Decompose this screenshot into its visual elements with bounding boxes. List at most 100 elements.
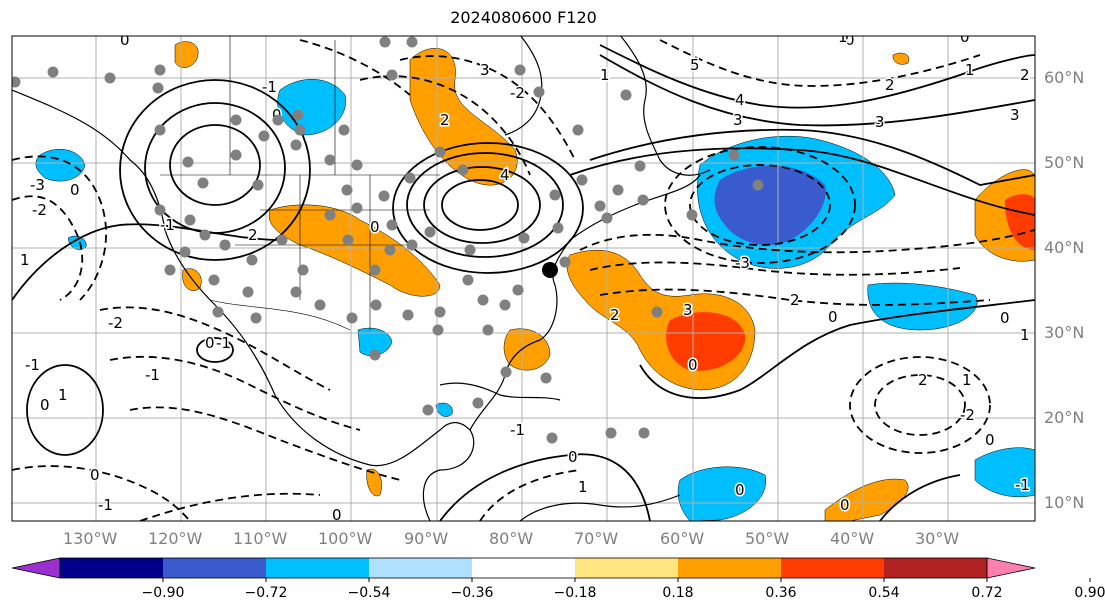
contour-label: -2 <box>510 84 525 102</box>
station-dot <box>386 69 398 81</box>
colorbar-extend-high <box>986 557 1036 579</box>
station-dot <box>182 156 194 168</box>
station-dot <box>402 309 414 321</box>
contour-label: 5 <box>690 56 700 74</box>
station-dot <box>379 36 391 48</box>
station-dot <box>464 244 476 256</box>
station-dot <box>457 164 469 176</box>
station-dot <box>518 232 530 244</box>
station-dot <box>576 174 588 186</box>
anomaly-shading <box>35 41 1035 521</box>
longitude-label: 130°W <box>63 529 118 548</box>
contour-label: 0 <box>370 218 380 236</box>
contour-label: -1 <box>160 216 175 234</box>
longitude-label: 60°W <box>660 529 705 548</box>
station-dot <box>686 209 698 221</box>
station-dot <box>559 256 571 268</box>
station-dot <box>472 397 484 409</box>
longitude-label: 30°W <box>915 529 960 548</box>
station-dot <box>252 179 264 191</box>
contour-label: 1 <box>600 66 610 84</box>
station-dot <box>230 149 242 161</box>
contour-label: -1 <box>98 496 113 514</box>
contour-label: 3 <box>1010 106 1020 124</box>
station-dot <box>154 204 166 216</box>
contour-label: 2 <box>790 291 800 309</box>
contour-label: 1 <box>1020 326 1030 344</box>
longitude-label: 90°W <box>404 529 449 548</box>
station-markers <box>12 36 764 444</box>
colorbar-segment <box>163 558 267 578</box>
latitude-label: 40°N <box>1044 238 1085 257</box>
station-dot <box>346 312 358 324</box>
station-dot <box>540 372 552 384</box>
contour-label: -1 <box>510 421 525 439</box>
contour-label: -1 <box>1015 476 1030 494</box>
station-dot <box>242 286 254 298</box>
contour-label: 0 <box>120 31 130 49</box>
station-dot <box>272 114 284 126</box>
station-dot <box>512 284 524 296</box>
station-dot <box>422 404 434 416</box>
contour-label: 3 <box>683 301 693 319</box>
contour-label: 2 <box>440 111 450 129</box>
station-dot <box>338 124 350 136</box>
station-dot <box>638 427 650 439</box>
longitude-label: 40°W <box>830 529 875 548</box>
station-dot <box>12 76 21 88</box>
contour-label: 1 <box>962 371 972 389</box>
colorbar-tick-label: 0.72 <box>971 585 1003 601</box>
contour-label: 0 <box>828 308 838 326</box>
longitude-label: 100°W <box>318 529 373 548</box>
contour-label: 4 <box>500 166 510 184</box>
station-dot <box>477 294 489 306</box>
colorbar-segment <box>884 558 988 578</box>
station-dot <box>406 239 418 251</box>
station-dot <box>651 306 663 318</box>
latitude-label: 10°N <box>1044 493 1085 512</box>
station-dot <box>462 274 474 286</box>
station-dot <box>246 254 258 266</box>
contour-label: -2 <box>960 406 975 424</box>
longitude-label: 80°W <box>489 529 534 548</box>
colorbar-segment <box>678 558 782 578</box>
contour-label: 0 <box>985 431 995 449</box>
station-dot <box>514 64 526 76</box>
station-dot <box>500 366 512 378</box>
location-marker <box>542 262 558 278</box>
contour-label: -1 <box>216 334 231 352</box>
station-dot <box>549 189 561 201</box>
contour-label: 1 <box>578 478 588 496</box>
colorbar-tick-label: −0.18 <box>553 585 597 601</box>
contour-label: 0 <box>332 506 342 524</box>
station-dot <box>601 212 613 224</box>
contour-label: -3 <box>30 176 45 194</box>
contour-label: 2 <box>248 226 258 244</box>
station-dot <box>351 159 363 171</box>
station-dot <box>434 306 446 318</box>
latitude-label: 50°N <box>1044 153 1085 172</box>
contour-label: 0 <box>70 181 80 199</box>
station-dot <box>184 214 196 226</box>
station-dot <box>594 200 606 212</box>
station-dot <box>351 202 363 214</box>
contour-label: 3 <box>875 113 885 131</box>
longitude-label: 120°W <box>148 529 203 548</box>
station-dot <box>290 286 302 298</box>
longitude-label: 50°W <box>745 529 790 548</box>
colorbar-tick-label: −0.54 <box>347 585 391 601</box>
station-dot <box>290 139 302 151</box>
contours-dashed <box>12 39 1035 521</box>
colorbar-segment <box>575 558 679 578</box>
station-dot <box>314 299 326 311</box>
contour-label: -1 <box>262 78 277 96</box>
station-dot <box>212 306 224 318</box>
contour-label: 1 <box>965 61 975 79</box>
station-dot <box>546 432 558 444</box>
station-dot <box>164 264 176 276</box>
station-dot <box>482 324 494 336</box>
station-dot <box>634 160 646 172</box>
colorbar-segment <box>369 558 473 578</box>
colorbar-tick-label: −0.36 <box>450 585 494 601</box>
contour-label: 0 <box>205 334 215 352</box>
